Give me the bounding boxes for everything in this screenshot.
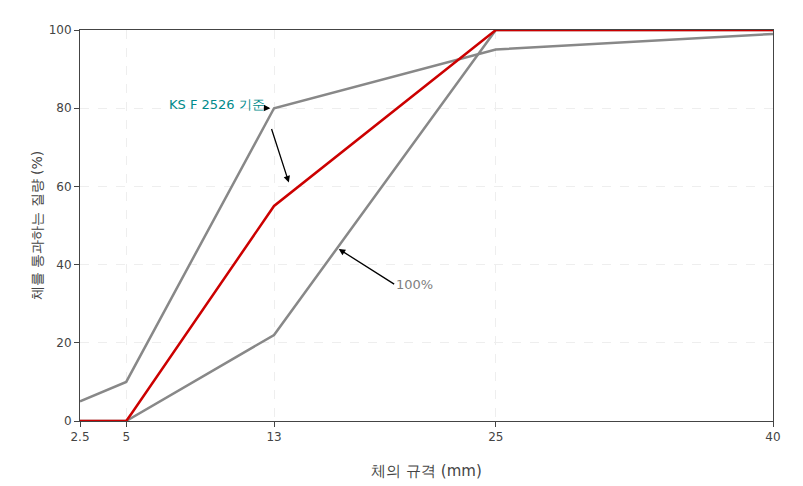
svg-text:100: 100 <box>49 23 72 37</box>
svg-text:2.5: 2.5 <box>70 430 89 444</box>
svg-text:40: 40 <box>56 258 71 272</box>
svg-text:0: 0 <box>64 414 72 428</box>
svg-text:체를 통과하는 질량 (%): 체를 통과하는 질량 (%) <box>29 151 45 301</box>
svg-text:100%: 100% <box>396 277 433 292</box>
svg-text:5: 5 <box>122 430 130 444</box>
svg-text:40: 40 <box>765 430 780 444</box>
svg-text:80: 80 <box>56 101 71 115</box>
svg-text:체의 규격 (mm): 체의 규격 (mm) <box>371 462 481 480</box>
svg-text:KS F 2526 기준: KS F 2526 기준 <box>169 97 265 112</box>
svg-text:25: 25 <box>488 430 503 444</box>
svg-text:20: 20 <box>56 336 71 350</box>
svg-text:13: 13 <box>266 430 281 444</box>
svg-text:60: 60 <box>56 180 71 194</box>
